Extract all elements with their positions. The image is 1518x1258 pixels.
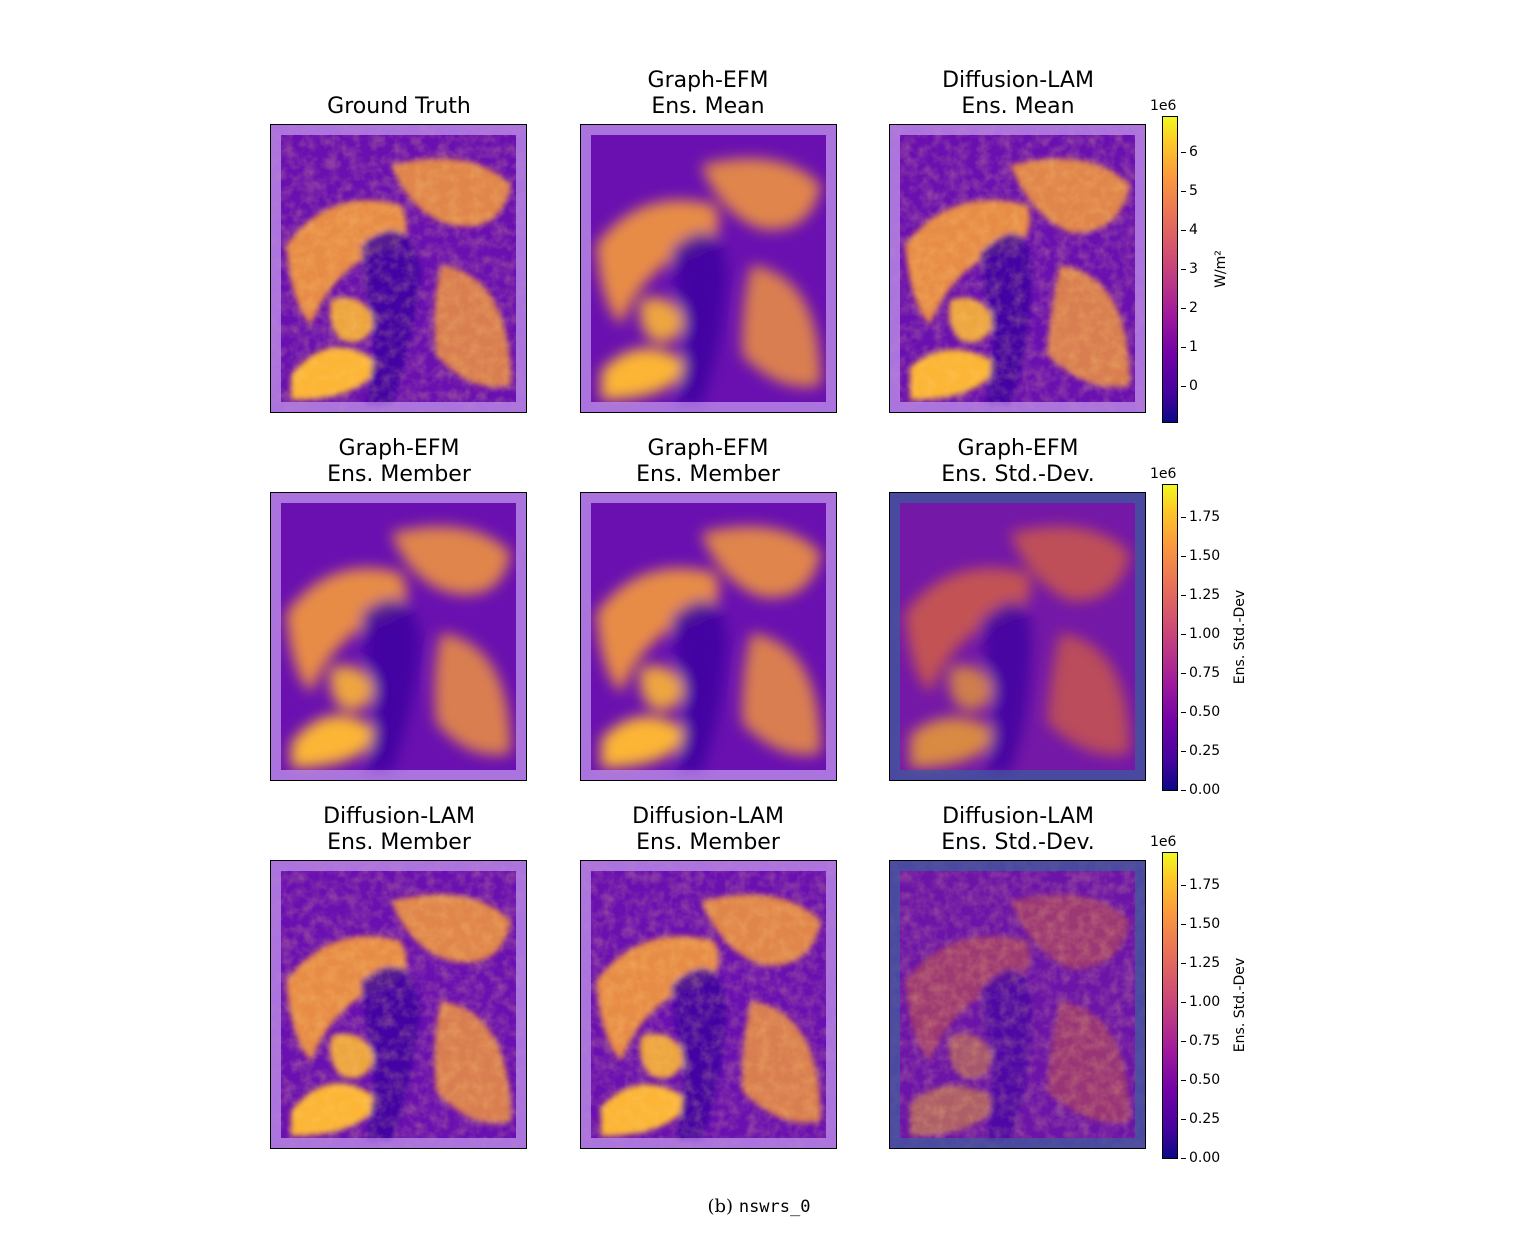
panel-title-ground-truth: Ground Truth <box>249 94 549 120</box>
colorbar-3-tick: 1.00 <box>1189 995 1220 1009</box>
panel-title-diffusion-lam-member-1: Diffusion-LAM Ens. Member <box>249 804 549 856</box>
colorbar-3-label: Ens. Std.-Dev <box>1232 945 1248 1065</box>
colorbar-3-exponent: 1e6 <box>1150 835 1176 849</box>
panel-title-diffusion-lam-mean: Diffusion-LAM Ens. Mean <box>868 68 1168 120</box>
panel-title-graph-efm-member-1: Graph-EFM Ens. Member <box>249 436 549 488</box>
colorbar-3-tick: 0.75 <box>1189 1034 1220 1048</box>
colorbar-2-tick: 0.00 <box>1189 783 1220 797</box>
map-ground-truth <box>270 124 527 413</box>
colorbar-2-tick: 1.00 <box>1189 627 1220 641</box>
map-diffusion-lam-std <box>889 860 1146 1149</box>
colorbar-1 <box>1162 116 1178 423</box>
map-diffusion-lam-member-1 <box>270 860 527 1149</box>
colorbar-1-tick: 1 <box>1189 340 1198 354</box>
panel-title-graph-efm-mean: Graph-EFM Ens. Mean <box>558 68 858 120</box>
colorbar-3-tick: 1.25 <box>1189 956 1220 970</box>
colorbar-1-tick: 5 <box>1189 184 1198 198</box>
map-diffusion-lam-mean <box>889 124 1146 413</box>
colorbar-1-label: W/m² <box>1213 239 1229 299</box>
colorbar-2 <box>1162 484 1178 791</box>
colorbar-2-label: Ens. Std.-Dev <box>1232 577 1248 697</box>
map-graph-efm-member-2 <box>580 492 837 781</box>
panel-title-diffusion-lam-member-2: Diffusion-LAM Ens. Member <box>558 804 858 856</box>
colorbar-3-tick: 1.75 <box>1189 878 1220 892</box>
colorbar-2-tick: 0.25 <box>1189 744 1220 758</box>
map-graph-efm-std <box>889 492 1146 781</box>
colorbar-2-tick: 1.50 <box>1189 549 1220 563</box>
panel-title-graph-efm-std: Graph-EFM Ens. Std.-Dev. <box>868 436 1168 488</box>
colorbar-2-exponent: 1e6 <box>1150 467 1176 481</box>
colorbar-1-tick: 4 <box>1189 223 1198 237</box>
caption-prefix: (b) <box>708 1196 734 1217</box>
panel-title-diffusion-lam-std: Diffusion-LAM Ens. Std.-Dev. <box>868 804 1168 856</box>
colorbar-3-tick: 1.50 <box>1189 917 1220 931</box>
colorbar-1-tick: 3 <box>1189 262 1198 276</box>
colorbar-1-tick: 6 <box>1189 145 1198 159</box>
colorbar-2-tick: 1.25 <box>1189 588 1220 602</box>
colorbar-1-tick: 2 <box>1189 301 1198 315</box>
map-graph-efm-mean <box>580 124 837 413</box>
colorbar-3 <box>1162 852 1178 1159</box>
colorbar-3-tick: 0.00 <box>1189 1151 1220 1165</box>
map-graph-efm-member-1 <box>270 492 527 781</box>
map-diffusion-lam-member-2 <box>580 860 837 1149</box>
colorbar-1-tick: 0 <box>1189 379 1198 393</box>
colorbar-1-exponent: 1e6 <box>1150 99 1176 113</box>
colorbar-2-tick: 1.75 <box>1189 510 1220 524</box>
colorbar-2-tick: 0.75 <box>1189 666 1220 680</box>
colorbar-2-tick: 0.50 <box>1189 705 1220 719</box>
caption-variable: nswrs_0 <box>739 1197 811 1217</box>
panel-title-graph-efm-member-2: Graph-EFM Ens. Member <box>558 436 858 488</box>
colorbar-3-tick: 0.25 <box>1189 1112 1220 1126</box>
colorbar-3-tick: 0.50 <box>1189 1073 1220 1087</box>
figure-caption: (b) nswrs_0 <box>0 1196 1518 1217</box>
